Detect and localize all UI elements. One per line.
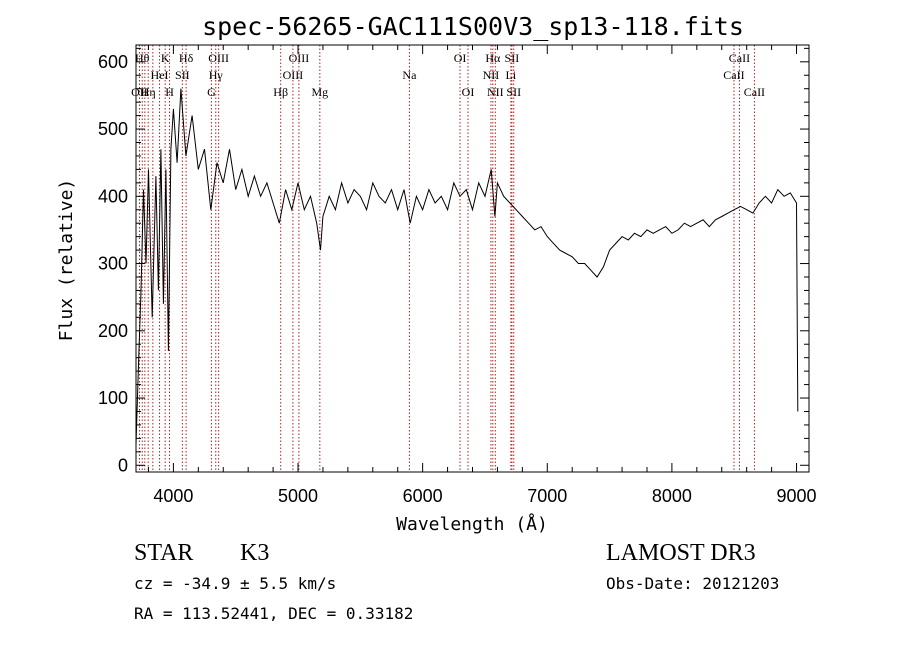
reference-line-label: SII: [506, 85, 521, 99]
reference-line-label: OII: [131, 85, 148, 99]
reference-line-label: SII: [505, 51, 520, 65]
reference-line-label: Mg: [311, 85, 328, 99]
reference-line-label: SII: [175, 68, 190, 82]
flux-series-line: [135, 88, 799, 446]
reference-line-label: Hγ: [209, 68, 224, 82]
reference-line-label: Hθ: [135, 51, 150, 65]
x-tick-label: 4000: [153, 486, 193, 506]
chart-title: spec-56265-GAC111S00V3_sp13-118.fits: [202, 12, 744, 41]
x-tick-label: 5000: [278, 486, 318, 506]
plot-frame: [135, 44, 810, 473]
reference-line-label: CaII: [729, 51, 750, 65]
x-tick-label: 9000: [777, 486, 817, 506]
reference-line-label: Li: [506, 68, 517, 82]
y-tick-label: 300: [98, 254, 128, 274]
reference-line-label: OIII: [289, 51, 310, 65]
y-axis-label: Flux (relative): [56, 179, 77, 342]
reference-line-label: Hα: [485, 51, 501, 65]
y-tick-label: 100: [98, 388, 128, 408]
x-tick-label: 8000: [652, 486, 692, 506]
reference-line-label: OIII: [283, 68, 304, 82]
reference-line-label: H: [165, 85, 174, 99]
reference-line-label: CaII: [723, 68, 744, 82]
reference-line-label: NII: [487, 85, 504, 99]
reference-line-label: OI: [462, 85, 475, 99]
y-tick-label: 500: [98, 119, 128, 139]
subclass: K3: [240, 540, 269, 566]
y-tick-label: 400: [98, 186, 128, 206]
y-tick-label: 600: [98, 52, 128, 72]
reference-line-label: CaII: [744, 85, 765, 99]
y-tick-label: 0: [118, 455, 128, 475]
reference-line-label: NII: [483, 68, 500, 82]
survey-name: LAMOST DR3: [606, 540, 756, 566]
y-axis: 0 100 200 300 400 500 600: [98, 47, 809, 475]
reference-lines: [138, 45, 755, 472]
reference-line-label: Na: [402, 68, 417, 82]
x-axis: 4000 5000 6000 7000 8000 9000: [147, 45, 817, 506]
obs-date: Obs-Date: 20121203: [606, 574, 779, 593]
reference-line-label: Hη: [141, 85, 156, 99]
x-tick-label: 7000: [527, 486, 567, 506]
reference-line-label: OIII: [208, 51, 229, 65]
object-class: STAR: [134, 540, 193, 566]
x-axis-label: Wavelength (Å): [396, 513, 548, 535]
reference-line-labels: OIIHθHηHeIKHSIIHδGHγOIIIHβOIIIOIIIMgNaOI…: [131, 51, 765, 99]
reference-line-label: OI: [454, 51, 467, 65]
coordinates: RA = 113.52441, DEC = 0.33182: [134, 604, 413, 623]
reference-line-label: G: [207, 85, 216, 99]
x-tick-label: 6000: [403, 486, 443, 506]
reference-line-label: Hβ: [273, 85, 288, 99]
reference-line-label: HeI: [151, 68, 169, 82]
redshift-text: cz = -34.9 ± 5.5 km/s: [134, 574, 336, 593]
reference-line-label: K: [161, 51, 170, 65]
reference-line-label: Hδ: [179, 51, 194, 65]
y-tick-label: 200: [98, 321, 128, 341]
